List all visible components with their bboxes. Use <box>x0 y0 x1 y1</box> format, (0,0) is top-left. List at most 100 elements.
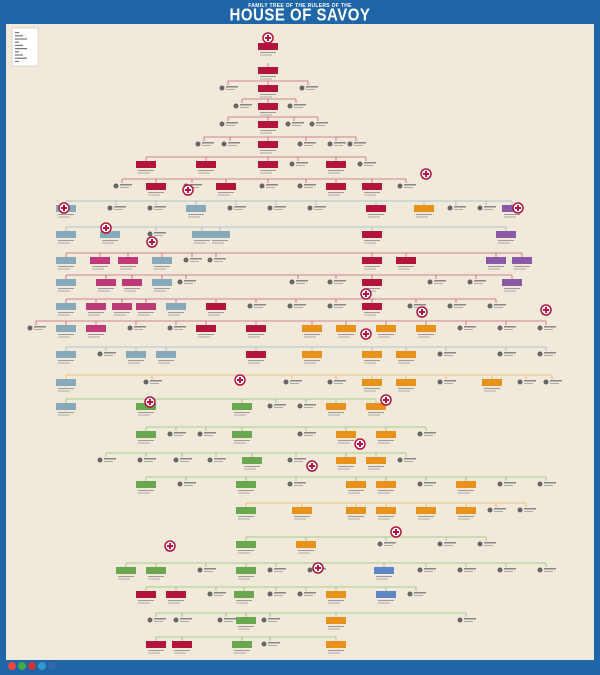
portrait <box>167 431 173 437</box>
name-lines <box>368 412 384 413</box>
name-lines <box>354 145 363 146</box>
legend-item <box>15 48 27 50</box>
ruler-box <box>362 379 382 386</box>
ruler-box <box>336 325 356 332</box>
name-lines <box>378 336 390 338</box>
ruler-box <box>100 231 120 238</box>
name-lines <box>504 329 513 330</box>
ruler-box <box>486 257 506 264</box>
ruler-box <box>258 103 278 110</box>
name-lines <box>244 468 256 470</box>
name-lines <box>424 432 436 434</box>
ruler-box <box>236 481 256 488</box>
name-lines <box>266 184 278 186</box>
name-lines <box>504 485 513 486</box>
name-lines <box>494 304 506 306</box>
social-icon[interactable] <box>38 662 46 670</box>
name-lines <box>218 194 230 196</box>
name-lines <box>184 482 196 484</box>
name-lines <box>134 329 143 330</box>
name-lines <box>198 170 214 171</box>
ruler-box <box>326 161 346 168</box>
ruler-box <box>232 403 252 410</box>
name-lines <box>228 142 240 144</box>
name-lines <box>88 334 104 335</box>
portrait <box>227 205 233 211</box>
name-lines <box>154 232 166 234</box>
ruler-box <box>112 303 132 310</box>
social-icon[interactable] <box>18 662 26 670</box>
title: HOUSE OF SAVOY <box>229 5 371 26</box>
portrait <box>97 351 103 357</box>
name-lines <box>414 304 426 306</box>
ruler-box <box>186 205 206 212</box>
coat-of-arms <box>311 463 313 469</box>
portrait <box>347 141 353 147</box>
portrait <box>487 507 493 513</box>
name-lines <box>58 216 70 218</box>
name-lines <box>150 383 159 384</box>
name-lines <box>354 142 366 144</box>
name-lines <box>304 407 313 408</box>
name-lines <box>368 414 380 416</box>
name-lines <box>260 132 272 134</box>
name-lines <box>114 314 126 316</box>
ruler-box <box>258 67 278 74</box>
ruler-box <box>56 325 76 332</box>
name-lines <box>504 352 516 354</box>
name-lines <box>188 214 204 215</box>
name-lines <box>204 435 213 436</box>
name-lines <box>260 78 272 80</box>
social-icon[interactable] <box>8 662 16 670</box>
name-lines <box>296 280 308 282</box>
name-lines <box>114 209 123 210</box>
ruler-box <box>362 231 382 238</box>
ruler-box <box>296 541 316 548</box>
name-lines <box>368 466 384 467</box>
portrait <box>407 303 413 309</box>
portrait <box>299 85 305 91</box>
name-lines <box>484 206 496 208</box>
name-lines <box>364 268 376 270</box>
portrait <box>173 457 179 463</box>
name-lines <box>364 192 380 193</box>
social-icon[interactable] <box>28 662 36 670</box>
name-lines <box>148 576 164 577</box>
name-lines <box>128 362 140 364</box>
name-lines <box>118 578 130 580</box>
name-lines <box>104 352 116 354</box>
ruler-box <box>326 641 346 648</box>
portrait <box>537 567 543 573</box>
name-lines <box>154 290 166 292</box>
name-lines <box>316 125 325 126</box>
name-lines <box>550 380 562 382</box>
legend-item <box>15 35 23 37</box>
name-lines <box>294 107 303 108</box>
ruler-box <box>416 507 436 514</box>
ruler-box <box>396 379 416 386</box>
legend-item <box>15 44 23 46</box>
name-lines <box>154 621 163 622</box>
ruler-box <box>210 231 230 238</box>
name-lines <box>58 242 70 244</box>
name-lines <box>488 266 504 267</box>
ruler-box <box>86 325 106 332</box>
portrait <box>497 351 503 357</box>
ruler-box <box>146 183 166 190</box>
ruler-box <box>376 325 396 332</box>
portrait <box>137 457 143 463</box>
name-lines <box>102 242 114 244</box>
name-lines <box>58 290 70 292</box>
name-lines <box>328 602 340 604</box>
name-lines <box>168 312 184 313</box>
legend-item <box>15 41 19 43</box>
name-lines <box>314 206 326 208</box>
portrait <box>397 457 403 463</box>
name-lines <box>316 122 328 124</box>
name-lines <box>488 268 500 270</box>
social-icon[interactable] <box>48 662 56 670</box>
name-lines <box>364 360 380 361</box>
ruler-box <box>336 431 356 438</box>
name-lines <box>296 162 308 164</box>
